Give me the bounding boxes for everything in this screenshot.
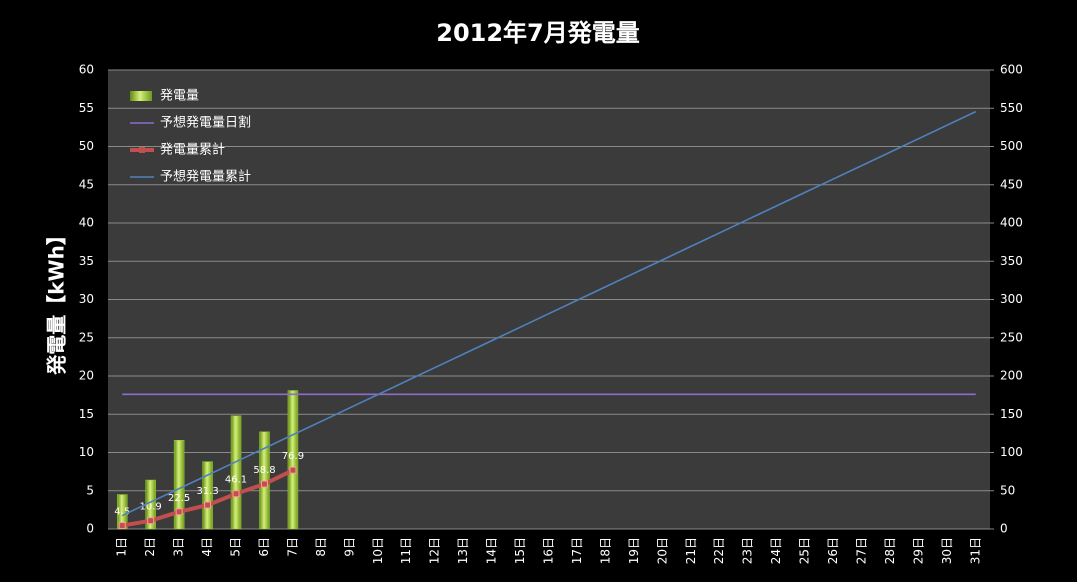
y2-tick-label: 400 [1000,216,1023,230]
y2-tick-label: 600 [1000,63,1023,77]
legend-label: 発電量累計 [160,142,225,158]
x-tick-label: 17日 [570,537,584,564]
x-tick-label: 20日 [655,537,669,564]
y-tick-label: 35 [79,254,94,268]
y2-tick-label: 150 [1000,407,1023,421]
x-tick-label: 3日 [172,537,186,557]
y2-tick-label: 100 [1000,445,1023,459]
y-tick-label: 45 [79,177,94,191]
bar [287,390,299,530]
x-tick-label: 9日 [342,537,356,557]
marker [260,480,268,488]
y-tick-label: 25 [79,330,94,344]
legend-label: 予想発電量日割 [160,115,251,131]
x-tick-label: 19日 [627,537,641,564]
x-tick-label: 10日 [371,537,385,564]
y-tick-label: 0 [86,522,94,536]
legend-swatch [130,91,152,101]
x-tick-label: 18日 [598,537,612,564]
y2-tick-label: 350 [1000,254,1023,268]
marker [232,490,240,498]
x-tick-label: 15日 [513,537,527,564]
data-label: 31.3 [196,486,218,497]
y-axis-label: 発電量【kWh】 [45,225,69,376]
x-tick-label: 30日 [940,537,954,564]
bar [230,415,242,530]
y2-tick-label: 300 [1000,292,1023,306]
data-label: 58.8 [253,465,275,476]
y-tick-label: 5 [86,483,94,497]
marker [175,508,183,516]
data-label: 4.5 [114,507,130,518]
x-tick-label: 25日 [798,537,812,564]
data-label: 22.5 [168,493,190,504]
x-tick-label: 23日 [741,537,755,564]
y2-tick-label: 200 [1000,369,1023,383]
x-tick-label: 7日 [285,537,299,557]
x-tick-label: 24日 [769,537,783,564]
y2-tick-label: 250 [1000,330,1023,344]
y-tick-label: 60 [79,63,94,77]
data-label: 10.9 [140,502,162,513]
y2-tick-label: 50 [1000,483,1015,497]
x-tick-label: 26日 [826,537,840,564]
y-tick-label: 50 [79,139,94,153]
x-tick-label: 5日 [229,537,243,557]
x-tick-label: 4日 [200,537,214,557]
y-tick-label: 30 [79,292,94,306]
x-tick-label: 6日 [257,537,271,557]
x-tick-label: 31日 [968,537,982,564]
bar [173,440,185,530]
x-tick-label: 13日 [456,537,470,564]
x-tick-label: 29日 [911,537,925,564]
y2-tick-label: 500 [1000,139,1023,153]
x-tick-label: 28日 [883,537,897,564]
legend-label: 発電量 [160,89,199,104]
y-tick-label: 20 [79,369,94,383]
y2-tick-label: 0 [1000,522,1008,536]
x-tick-label: 12日 [428,537,442,564]
legend-marker [139,147,145,153]
x-tick-label: 2日 [143,537,157,557]
y-tick-label: 15 [79,407,94,421]
x-tick-label: 8日 [314,537,328,557]
line [121,110,977,517]
y2-tick-label: 550 [1000,101,1023,115]
marker [204,501,212,509]
legend-label: 予想発電量累計 [160,169,251,185]
y-tick-label: 10 [79,445,94,459]
data-label: 76.9 [282,451,304,462]
marker [289,466,297,474]
x-tick-label: 27日 [854,537,868,564]
data-label: 46.1 [225,475,247,486]
x-tick-label: 22日 [712,537,726,564]
bar [202,461,213,530]
x-tick-label: 11日 [399,537,413,564]
x-tick-label: 14日 [485,537,499,564]
marker [147,517,155,525]
x-tick-label: 1日 [115,537,129,557]
x-tick-label: 21日 [684,537,698,564]
marker [118,522,126,530]
y-tick-label: 55 [79,101,94,115]
y-tick-label: 40 [79,216,94,230]
x-tick-label: 16日 [542,537,556,564]
chart-title: 2012年7月発電量 [436,19,640,47]
y2-tick-label: 450 [1000,177,1023,191]
